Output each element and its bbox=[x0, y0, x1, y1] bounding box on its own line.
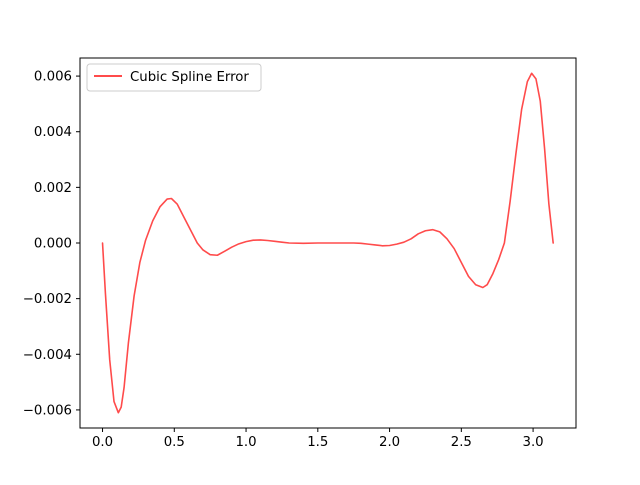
legend-box bbox=[86, 63, 262, 92]
x-tick-label: 0.5 bbox=[164, 435, 185, 450]
x-tick-label: 1.5 bbox=[307, 435, 328, 450]
y-tick-label: 0.004 bbox=[34, 125, 72, 140]
y-tick-label: 0.000 bbox=[34, 237, 72, 252]
x-tick-label: 3.0 bbox=[523, 435, 544, 450]
y-tick-label: −0.004 bbox=[23, 348, 72, 363]
legend: Cubic Spline Error bbox=[86, 63, 262, 92]
y-tick-label: −0.006 bbox=[23, 403, 72, 418]
y-axis: −0.006 −0.004 −0.002 0.000 0.002 0.004 0.006 bbox=[23, 70, 80, 418]
x-tick-label: 2.0 bbox=[379, 435, 400, 450]
x-tick-label: 2.5 bbox=[451, 435, 472, 450]
y-tick-label: 0.006 bbox=[34, 70, 72, 85]
y-tick-label: −0.002 bbox=[23, 292, 72, 307]
x-tick-label: 0.0 bbox=[92, 435, 113, 450]
y-tick-label: 0.002 bbox=[34, 181, 72, 196]
series-line-0 bbox=[101, 72, 554, 414]
x-axis: 0.0 0.5 1.0 1.5 2.0 2.5 3.0 bbox=[92, 428, 544, 450]
plot-marks bbox=[101, 72, 554, 414]
x-tick-label: 1.0 bbox=[235, 435, 256, 450]
legend-label-cubic-spline-error: Cubic Spline Error bbox=[130, 70, 249, 85]
